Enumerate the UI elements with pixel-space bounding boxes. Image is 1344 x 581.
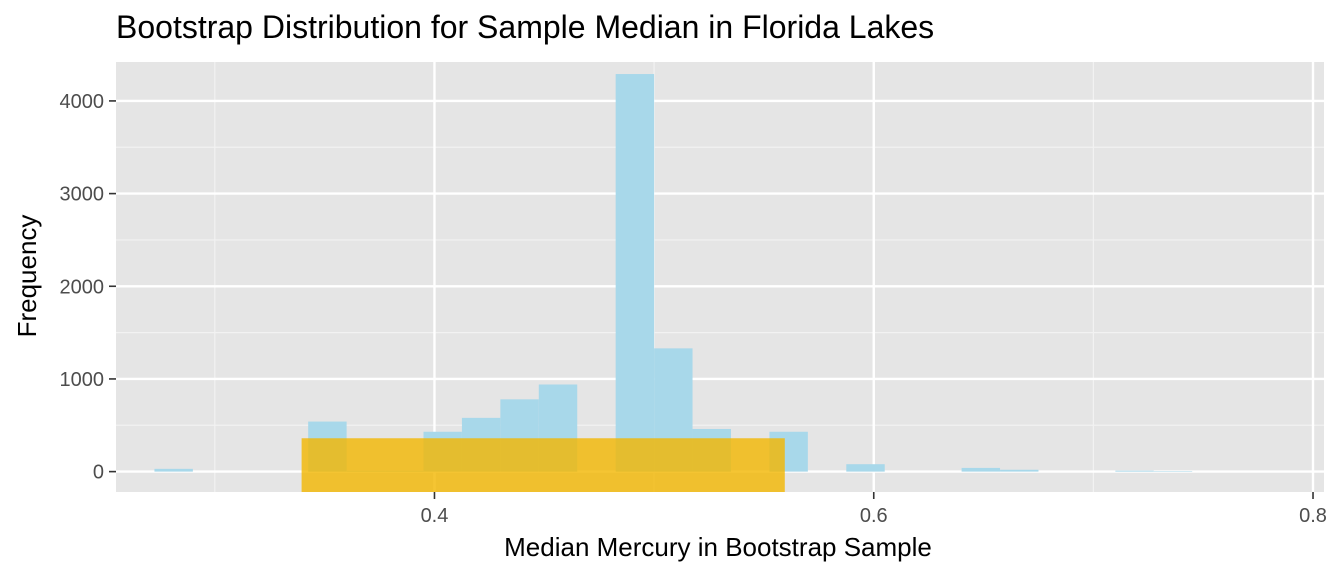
x-axis-title: Median Mercury in Bootstrap Sample <box>504 532 932 562</box>
x-tick-label: 0.4 <box>421 505 449 527</box>
y-tick-label: 3000 <box>60 184 105 206</box>
interval-band-rect <box>301 438 785 492</box>
histogram-bar <box>1153 471 1193 472</box>
y-axis-title: Frequency <box>12 215 42 338</box>
y-tick-label: 1000 <box>60 369 105 391</box>
histogram-bar <box>846 464 885 472</box>
y-tick-label: 0 <box>93 462 104 484</box>
plot-panel <box>116 62 1324 492</box>
x-axis-ticks: 0.4 0.6 0.8 <box>421 492 1327 527</box>
x-tick-label: 0.8 <box>1299 505 1327 527</box>
interval-band <box>301 438 785 492</box>
histogram-bar <box>615 74 655 472</box>
histogram-bar <box>154 468 193 472</box>
histogram-bar <box>1000 469 1039 472</box>
y-tick-label: 4000 <box>60 91 105 113</box>
x-tick-label: 0.6 <box>860 505 888 527</box>
histogram-bar <box>1115 470 1154 472</box>
histogram-bar <box>961 467 1001 472</box>
y-axis-ticks: 0 1000 2000 3000 4000 <box>60 91 116 484</box>
chart-title: Bootstrap Distribution for Sample Median… <box>116 9 934 45</box>
y-tick-label: 2000 <box>60 276 105 298</box>
